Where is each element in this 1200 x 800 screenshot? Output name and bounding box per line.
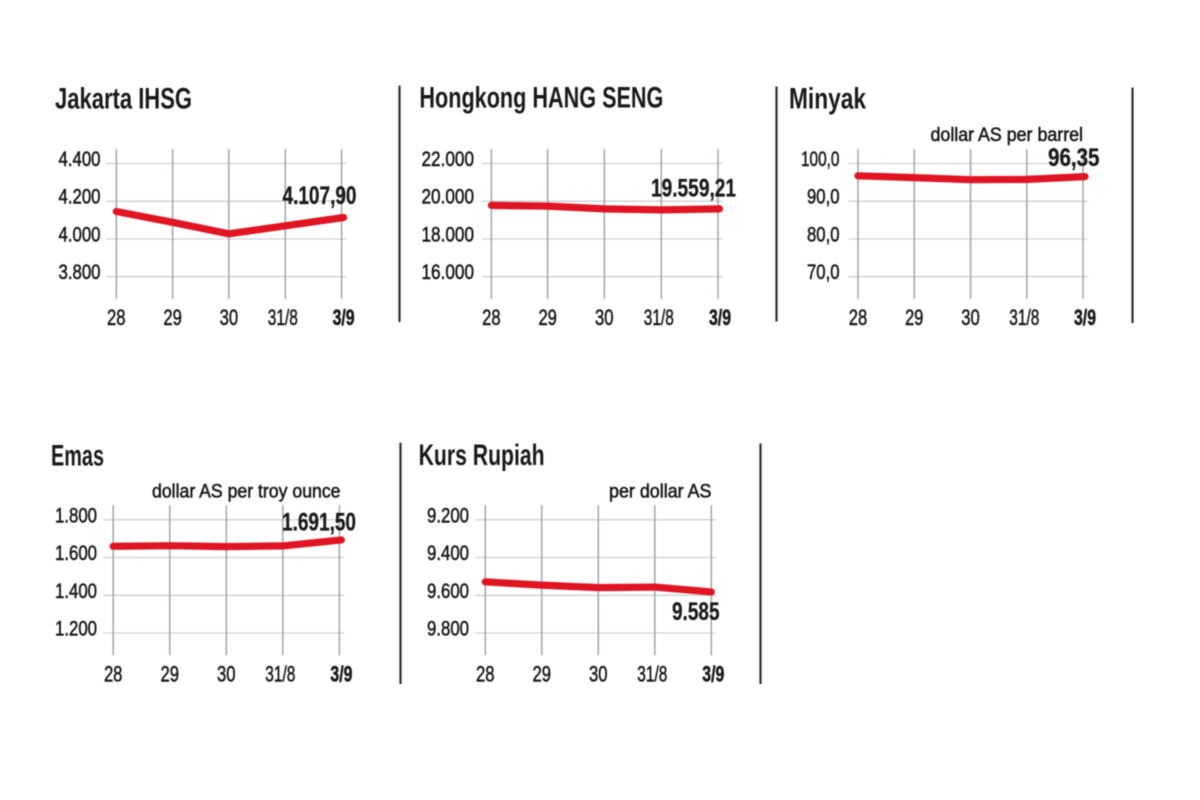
svg-text:31/8: 31/8 [644, 305, 674, 330]
svg-text:Emas: Emas [51, 440, 104, 473]
svg-text:9.400: 9.400 [427, 542, 469, 565]
svg-text:90,0: 90,0 [807, 186, 840, 209]
svg-text:30: 30 [595, 305, 614, 330]
svg-text:19.559,21: 19.559,21 [651, 175, 736, 203]
svg-text:4.400: 4.400 [59, 148, 101, 171]
svg-text:30: 30 [589, 661, 608, 686]
svg-text:96,35: 96,35 [1048, 144, 1100, 172]
svg-text:3/9: 3/9 [709, 305, 731, 330]
svg-text:29: 29 [163, 305, 182, 330]
svg-text:1.600: 1.600 [55, 542, 97, 565]
svg-text:9.800: 9.800 [427, 618, 469, 641]
svg-text:3/9: 3/9 [333, 305, 355, 330]
svg-text:29: 29 [161, 661, 180, 686]
svg-text:Hongkong HANG SENG: Hongkong HANG SENG [419, 82, 663, 115]
svg-text:80,0: 80,0 [807, 224, 840, 247]
svg-text:29: 29 [533, 661, 552, 686]
svg-text:Kurs Rupiah: Kurs Rupiah [419, 439, 545, 472]
svg-text:16.000: 16.000 [422, 261, 475, 284]
svg-text:70,0: 70,0 [807, 261, 840, 284]
svg-text:30: 30 [961, 305, 980, 330]
svg-text:28: 28 [104, 661, 123, 686]
svg-text:28: 28 [849, 305, 868, 330]
svg-text:1.400: 1.400 [55, 580, 97, 603]
svg-text:9.600: 9.600 [427, 580, 469, 603]
svg-text:29: 29 [905, 305, 924, 330]
svg-text:3/9: 3/9 [1074, 305, 1096, 330]
svg-text:Jakarta IHSG: Jakarta IHSG [55, 83, 192, 116]
svg-text:1.691,50: 1.691,50 [282, 509, 356, 537]
svg-text:30: 30 [217, 661, 236, 686]
svg-text:30: 30 [220, 305, 239, 330]
svg-text:28: 28 [476, 661, 495, 686]
svg-text:4.107,90: 4.107,90 [283, 182, 357, 210]
svg-text:Minyak: Minyak [789, 83, 866, 116]
svg-text:3/9: 3/9 [702, 661, 724, 686]
svg-text:31/8: 31/8 [637, 661, 667, 686]
svg-text:1.200: 1.200 [55, 618, 97, 641]
svg-text:per dollar AS: per dollar AS [609, 481, 712, 502]
svg-text:22.000: 22.000 [422, 148, 475, 171]
svg-text:31/8: 31/8 [268, 305, 298, 330]
svg-text:dollar AS per barrel: dollar AS per barrel [931, 125, 1084, 146]
svg-text:4.200: 4.200 [59, 186, 101, 209]
svg-text:3/9: 3/9 [330, 661, 352, 686]
svg-text:29: 29 [538, 305, 557, 330]
svg-text:31/8: 31/8 [1009, 305, 1039, 330]
svg-text:9.200: 9.200 [427, 504, 469, 527]
svg-text:dollar AS per troy ounce: dollar AS per troy ounce [152, 481, 341, 502]
svg-text:9.585: 9.585 [672, 598, 720, 626]
svg-text:3.800: 3.800 [59, 261, 101, 284]
svg-text:20.000: 20.000 [422, 186, 475, 209]
svg-text:31/8: 31/8 [265, 661, 295, 686]
svg-text:18.000: 18.000 [422, 224, 475, 247]
svg-text:28: 28 [107, 305, 126, 330]
svg-text:100,0: 100,0 [801, 148, 840, 171]
svg-text:4.000: 4.000 [59, 224, 101, 247]
svg-text:28: 28 [482, 305, 501, 330]
svg-text:1.800: 1.800 [55, 504, 97, 527]
